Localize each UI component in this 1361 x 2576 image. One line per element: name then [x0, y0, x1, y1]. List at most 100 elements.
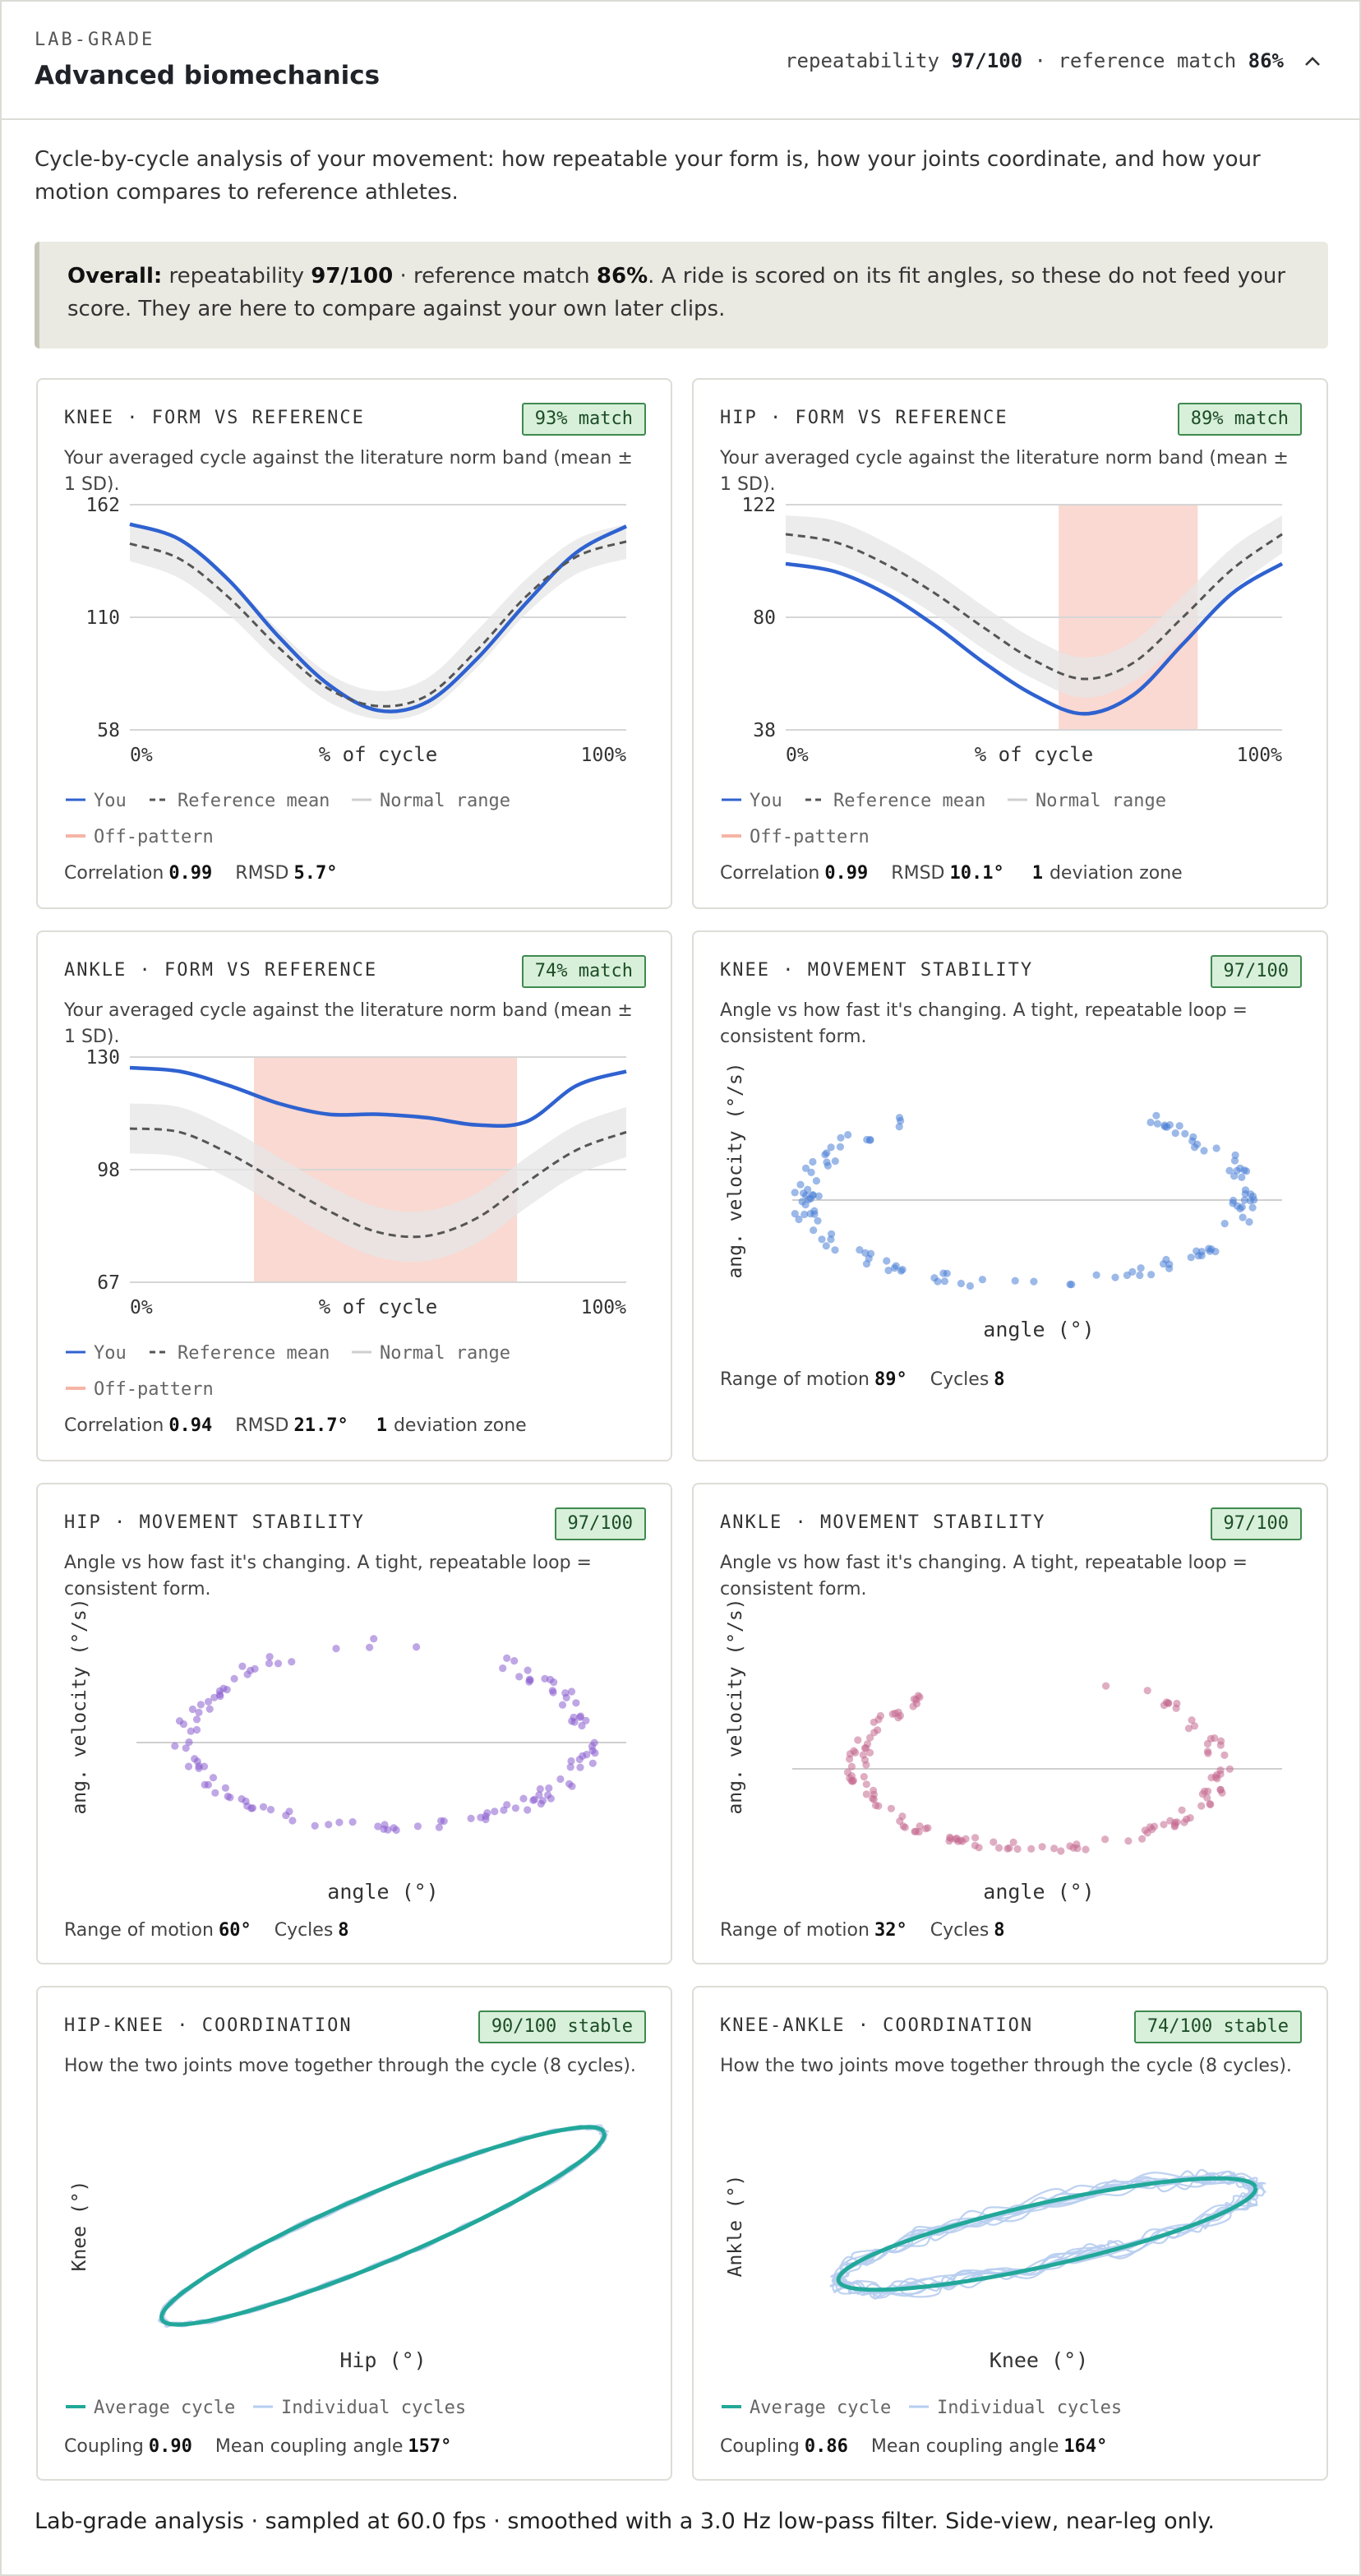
stability-point: [796, 1180, 805, 1189]
panel-title: Advanced biomechanics: [35, 61, 381, 90]
summary-match-label: · reference match: [1034, 49, 1237, 72]
stability-point: [846, 1750, 854, 1758]
stability-point: [940, 1277, 948, 1286]
normal-range-band: [130, 524, 626, 720]
stability-point: [1124, 1837, 1133, 1845]
stability-point: [1009, 1838, 1017, 1846]
card-subtitle: Your averaged cycle against the literatu…: [720, 448, 1289, 495]
stability-point: [814, 1216, 822, 1225]
stability-point: [1248, 1203, 1257, 1212]
stability-point: [530, 1795, 539, 1803]
ankle-stability-card: ANKLE · MOVEMENT STABILITY 97/100 Angle …: [692, 1483, 1328, 1964]
stability-point: [1197, 1802, 1206, 1810]
score-badge: 97/100: [1210, 955, 1302, 988]
stability-point: [827, 1143, 835, 1152]
stability-point: [1111, 1273, 1119, 1281]
callout-t3: . A ride is scored on its fit angles, so…: [67, 264, 1286, 321]
callout-match: 86%: [596, 264, 648, 289]
individual-cycle-line: [159, 2126, 607, 2328]
average-cycle-line: [836, 2176, 1258, 2292]
legend-off-pattern-label: Off-pattern: [94, 827, 214, 847]
x-axis-label: Knee (°): [990, 2348, 1088, 2372]
stability-point: [1247, 1190, 1255, 1198]
cycles-value: 8: [994, 1920, 1005, 1941]
stability-point: [994, 1844, 1003, 1852]
card-subtitle: How the two joints move together through…: [64, 2056, 636, 2076]
individual-cycle-line: [159, 2124, 607, 2324]
zones-label: deviation zone: [1049, 863, 1183, 884]
stability-point: [1138, 1835, 1146, 1843]
stability-point: [440, 1817, 448, 1826]
card-title: KNEE · FORM VS REFERENCE: [64, 408, 365, 428]
hip-knee-coordination-chart: Hip (°) Knee (°) Average cycle Individual c…: [66, 2124, 609, 2418]
chevron-up-icon[interactable]: [1300, 49, 1325, 74]
stability-point: [413, 1643, 421, 1651]
card-title: HIP · FORM VS REFERENCE: [720, 408, 1008, 428]
stability-point: [1172, 1704, 1180, 1712]
stability-point: [946, 1833, 954, 1841]
legend-average-cycle-label: Average cycle: [750, 2398, 891, 2418]
stability-point: [524, 1666, 532, 1674]
legend-reference-label: Reference mean: [178, 791, 330, 811]
stability-point: [831, 1246, 839, 1254]
stability-point: [1160, 1701, 1168, 1710]
stability-point: [862, 1260, 871, 1268]
stability-point: [827, 1235, 835, 1244]
legend-reference-label: Reference mean: [833, 791, 985, 811]
knee-form-card: KNEE · FORM VS REFERENCE 93% match Your …: [36, 378, 672, 909]
stability-point: [179, 1720, 187, 1729]
stability-point: [860, 1756, 870, 1764]
stability-point: [196, 1701, 205, 1709]
correlation-label: Correlation: [64, 863, 164, 884]
stability-point: [567, 1757, 575, 1766]
stability-point: [265, 1653, 274, 1661]
stability-point: [801, 1164, 810, 1172]
stability-point: [1225, 1166, 1234, 1175]
x-axis-label: angle (°): [983, 1880, 1094, 1904]
intro-text: Cycle-by-cycle analysis of your movement…: [35, 147, 1261, 205]
stability-point: [565, 1780, 574, 1788]
zones-value: 1: [1031, 863, 1043, 884]
individual-cycle-line: [830, 2170, 1265, 2293]
stability-point: [545, 1784, 553, 1793]
correlation-value: 0.99: [168, 863, 213, 884]
callout-t2: · reference match: [399, 264, 590, 289]
stability-point: [895, 1123, 903, 1131]
stability-point: [185, 1738, 193, 1747]
stability-point: [187, 1727, 195, 1735]
stability-point: [1240, 1196, 1248, 1204]
cycles-label: Cycles: [274, 1920, 334, 1941]
legend-you-label: You: [94, 791, 127, 811]
stability-point: [1128, 1267, 1137, 1276]
rmsd-value: 10.1°: [949, 863, 1004, 884]
y-tick-label: 58: [97, 720, 120, 741]
stability-point: [536, 1784, 544, 1794]
stability-point: [265, 1660, 274, 1668]
stability-point: [912, 1700, 921, 1708]
stability-point: [572, 1699, 580, 1707]
stability-point: [566, 1763, 574, 1771]
stability-point: [251, 1664, 259, 1673]
ankle-form-chart: 130 98 67 0% % of cycle 100% You Reference mean…: [66, 1047, 627, 1400]
panel-header[interactable]: LAB-GRADE Advanced biomechanics repeatab…: [2, 2, 1359, 120]
card-stats: Correlation 0.94 RMSD 21.7° 1 deviation zone: [64, 1415, 527, 1436]
stability-point: [381, 1821, 389, 1829]
correlation-label: Correlation: [64, 1415, 164, 1436]
rmsd-value: 21.7°: [293, 1415, 348, 1436]
x-tick-label: 100%: [581, 745, 627, 766]
stability-point: [901, 1823, 909, 1831]
rom-value: 89°: [874, 1369, 907, 1390]
stability-point: [1027, 1844, 1036, 1853]
hip-stability-card: HIP · MOVEMENT STABILITY 97/100 Angle vs…: [36, 1483, 672, 1964]
stability-point: [588, 1743, 597, 1751]
stability-point: [863, 1740, 872, 1748]
stability-point: [332, 1645, 340, 1653]
stability-point: [921, 1825, 930, 1833]
stability-point: [1233, 1166, 1241, 1175]
stability-point: [898, 1266, 907, 1274]
stability-point: [847, 1762, 856, 1770]
stability-point: [195, 1708, 203, 1716]
cycles-value: 8: [338, 1920, 349, 1941]
stability-point: [861, 1249, 870, 1257]
